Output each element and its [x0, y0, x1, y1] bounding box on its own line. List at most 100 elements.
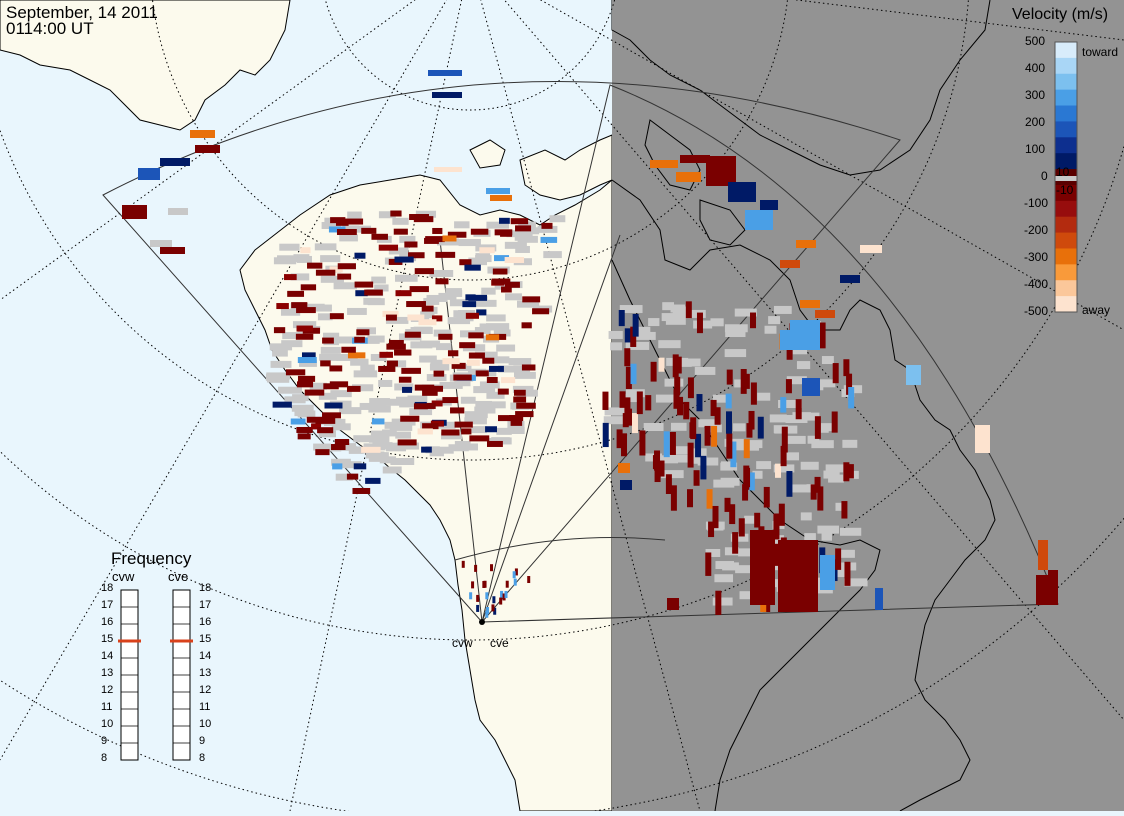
- velocity-cell: [413, 216, 434, 223]
- velocity-cell: [317, 313, 333, 321]
- velocity-cell: [370, 354, 387, 362]
- velocity-cell: [395, 431, 412, 439]
- velocity-cell: [347, 352, 366, 359]
- velocity-cell: [730, 442, 747, 451]
- velocity-cell: [413, 326, 432, 334]
- velocity-cell: [670, 485, 677, 511]
- velocity-cell: [272, 349, 288, 357]
- velocity-cell: [276, 303, 289, 310]
- velocity-cell: [342, 225, 360, 233]
- velocity-cell: [725, 393, 732, 409]
- velocity-cell: [674, 376, 681, 396]
- colorbar-tick-label: 0: [1041, 169, 1048, 183]
- velocity-cell: [724, 547, 739, 556]
- frequency-tick-label: 18: [101, 582, 114, 594]
- velocity-cell: [616, 429, 623, 449]
- velocity-cell: [485, 334, 500, 341]
- velocity-cell: [738, 548, 753, 557]
- velocity-cell: [780, 330, 815, 350]
- velocity-cell: [498, 415, 515, 422]
- frequency-tick-label: 15: [101, 633, 114, 645]
- velocity-cell: [493, 329, 511, 337]
- velocity-cell: [450, 407, 465, 414]
- velocity-cell: [390, 457, 415, 465]
- velocity-cell: [426, 374, 447, 382]
- velocity-cell: [828, 474, 844, 483]
- velocity-cell: [360, 364, 375, 372]
- velocity-cell: [807, 435, 820, 444]
- velocity-cell: [745, 442, 760, 451]
- velocity-cell: [421, 446, 432, 453]
- velocity-cell: [847, 464, 854, 479]
- velocity-cell: [486, 376, 498, 383]
- velocity-cell: [705, 552, 712, 576]
- frequency-tick-label: 16: [199, 616, 212, 628]
- velocity-cell: [513, 389, 526, 396]
- velocity-cell: [502, 593, 506, 601]
- velocity-cell: [352, 487, 371, 494]
- away-label: away: [1082, 303, 1111, 317]
- velocity-cell: [505, 580, 509, 588]
- velocity-cell: [279, 243, 300, 251]
- velocity-cell: [378, 244, 399, 251]
- velocity-cell: [619, 305, 643, 314]
- velocity-cell: [329, 365, 343, 372]
- velocity-cell: [435, 251, 456, 258]
- velocity-cell: [464, 411, 488, 419]
- velocity-cell: [296, 426, 313, 433]
- velocity-cell: [804, 533, 816, 542]
- colorbar-tick-label: 300: [1025, 88, 1046, 102]
- velocity-cell: [814, 476, 821, 493]
- velocity-cell: [708, 521, 715, 538]
- velocity-cell: [734, 308, 757, 317]
- velocity-cell: [658, 340, 681, 349]
- velocity-cell: [404, 241, 418, 248]
- velocity-cell: [781, 426, 788, 453]
- velocity-cell: [481, 287, 496, 295]
- velocity-cell: [396, 442, 420, 450]
- velocity-cell: [337, 263, 356, 270]
- velocity-cell: [810, 484, 817, 500]
- velocity-cell: [778, 503, 785, 526]
- velocity-cell: [401, 367, 421, 374]
- velocity-cell: [430, 446, 454, 454]
- velocity-cell: [384, 421, 408, 429]
- velocity-cell: [706, 489, 713, 509]
- velocity-cell: [521, 364, 536, 371]
- velocity-cell: [675, 356, 682, 374]
- velocity-cell: [689, 422, 696, 438]
- velocity-cell: [386, 360, 398, 367]
- velocity-cell: [665, 474, 672, 495]
- velocity-cell: [464, 417, 487, 425]
- velocity-cell: [304, 389, 325, 396]
- velocity-cell: [433, 370, 445, 377]
- velocity-cell: [603, 416, 626, 425]
- frequency-tick-label: 17: [199, 599, 212, 611]
- velocity-cell: [475, 400, 493, 408]
- velocity-cell: [714, 574, 734, 583]
- velocity-cell: [285, 369, 306, 376]
- velocity-cell: [363, 297, 381, 305]
- velocity-cell: [449, 299, 473, 307]
- velocity-cell: [549, 215, 566, 223]
- velocity-cell: [297, 381, 314, 388]
- velocity-cell: [334, 439, 350, 446]
- velocity-cell: [820, 555, 835, 590]
- velocity-cell: [419, 340, 441, 348]
- frequency-tick-label: 11: [199, 701, 211, 713]
- velocity-cell: [510, 218, 529, 225]
- velocity-cell: [454, 379, 471, 387]
- velocity-cell: [815, 310, 835, 318]
- velocity-cell: [492, 356, 510, 364]
- frequency-tick-label: 13: [199, 667, 212, 679]
- velocity-cell: [743, 439, 750, 459]
- velocity-cell: [846, 373, 853, 395]
- velocity-cell: [513, 371, 536, 379]
- velocity-cell: [780, 397, 787, 413]
- velocity-cell: [802, 378, 820, 396]
- velocity-cell: [371, 233, 388, 240]
- velocity-cell: [768, 316, 781, 325]
- velocity-cell: [436, 343, 452, 351]
- velocity-cell: [485, 592, 489, 600]
